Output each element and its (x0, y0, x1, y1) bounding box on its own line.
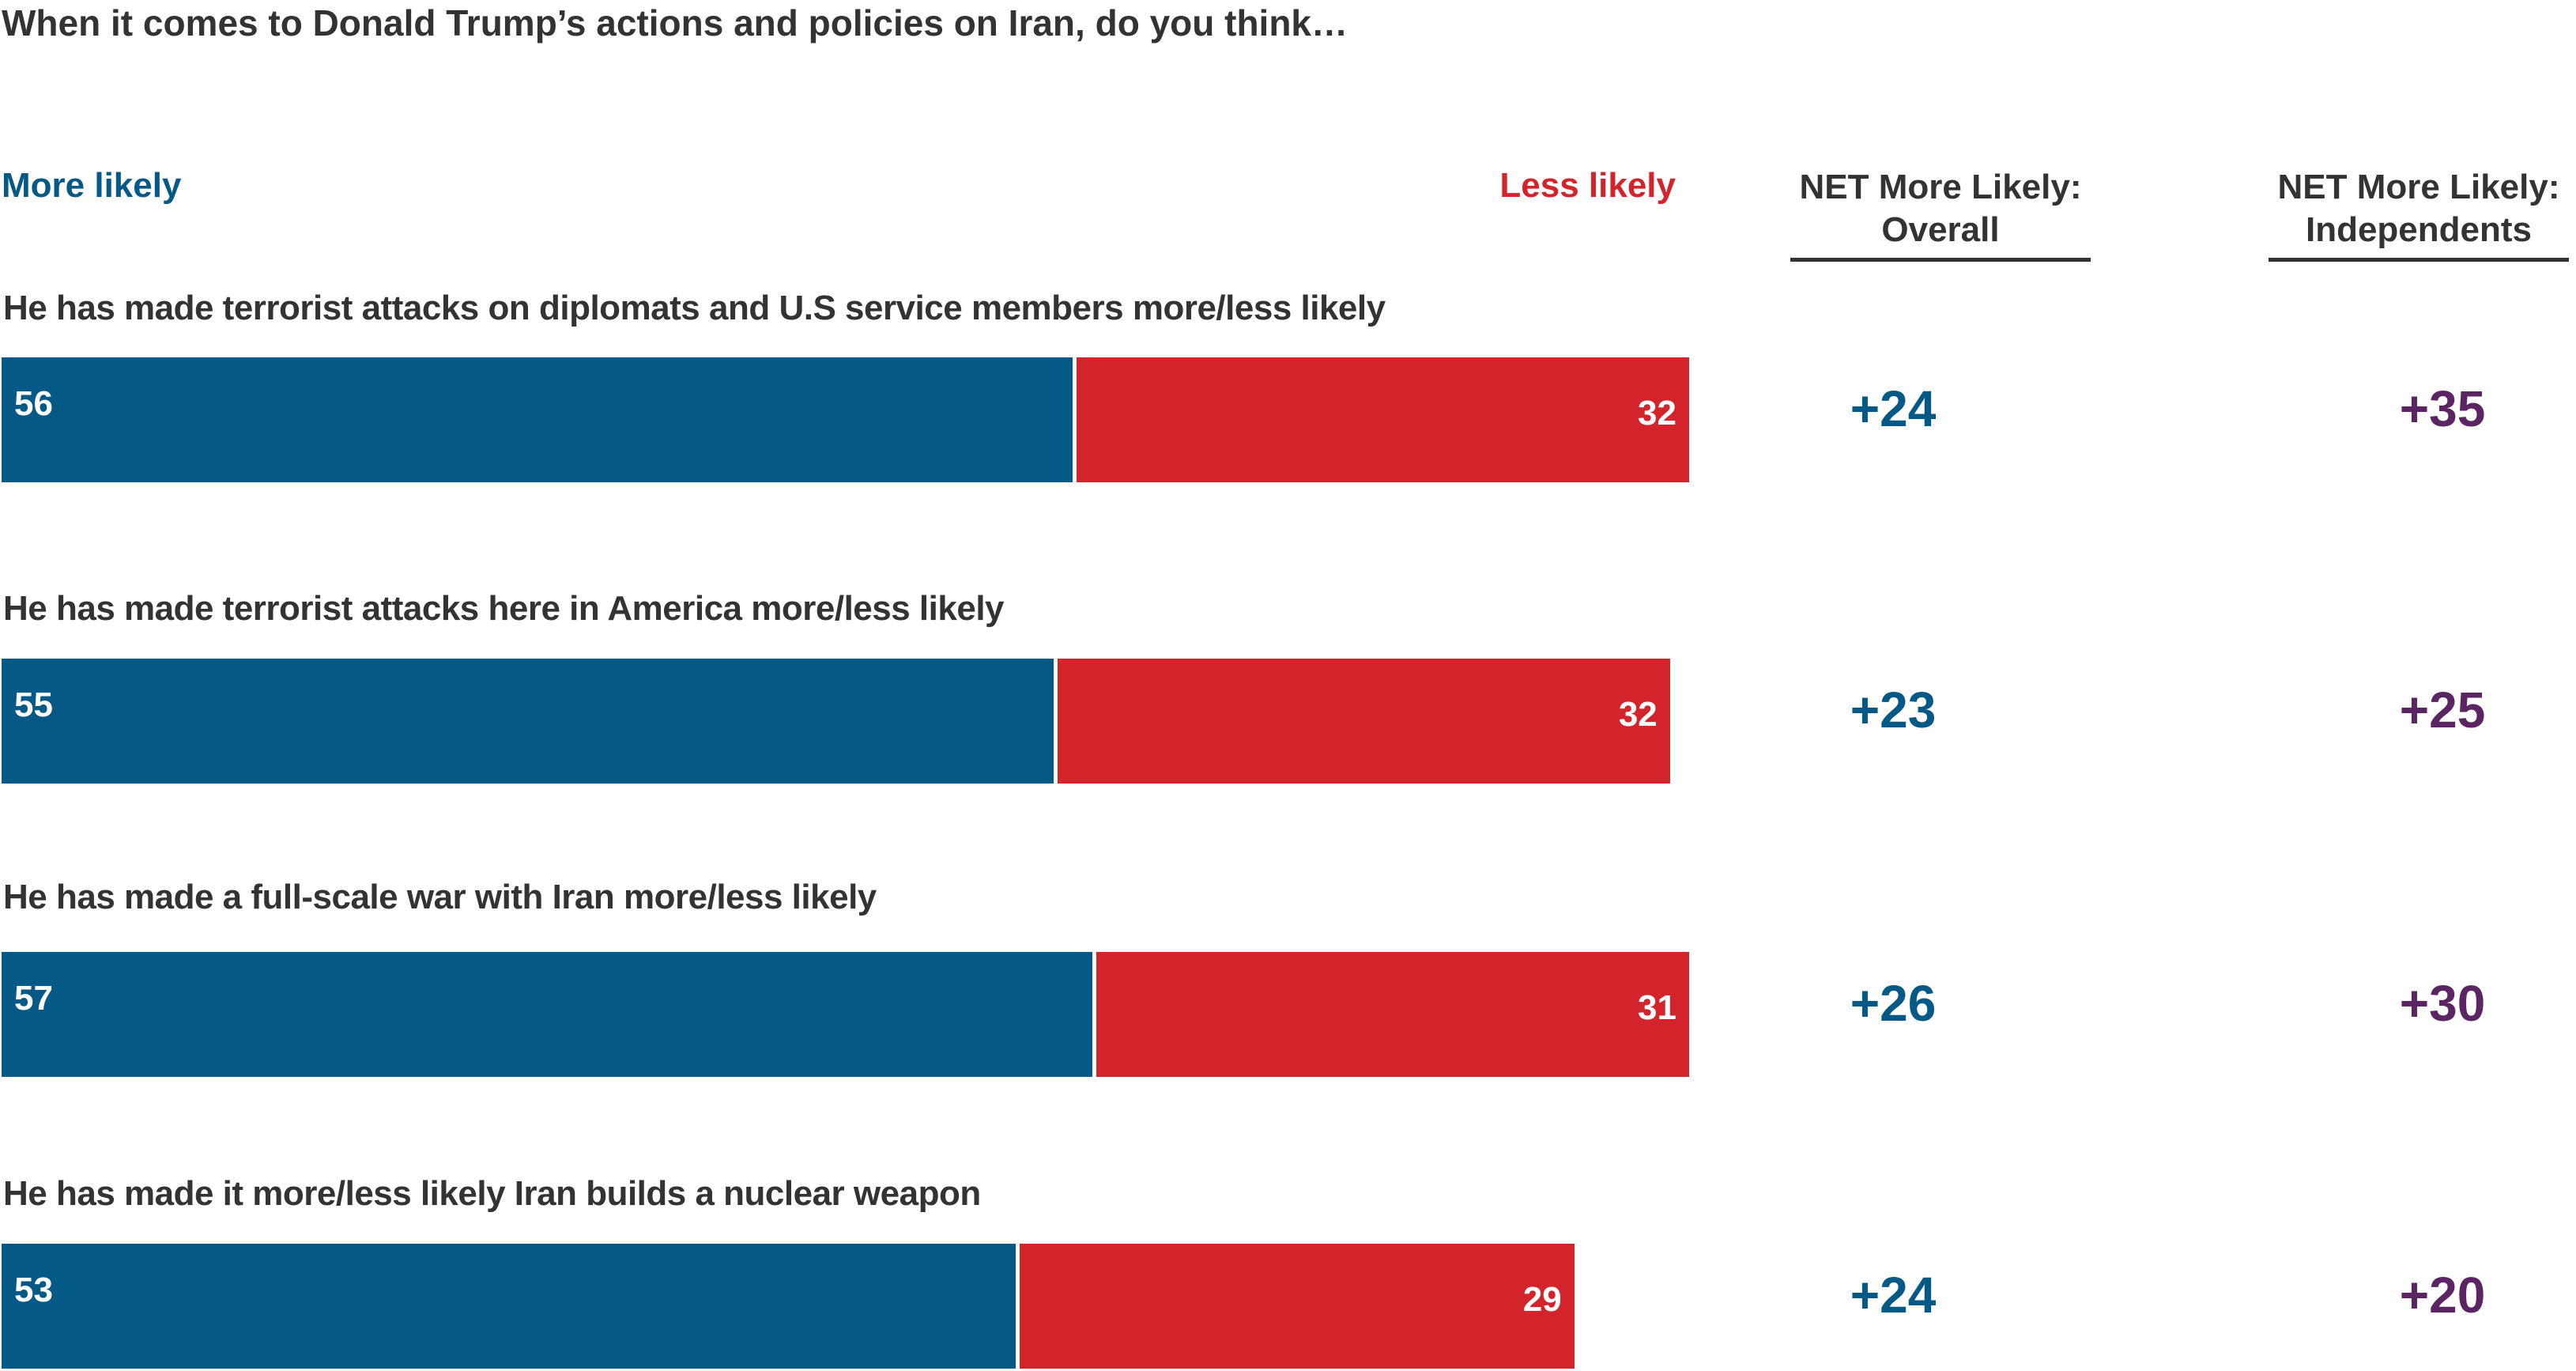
legend-less-likely: Less likely (1499, 166, 1676, 205)
column-header-line: NET More Likely: (2277, 168, 2560, 206)
row-label: He has made it more/less likely Iran bui… (3, 1174, 981, 1213)
column-header-net-independents: NET More Likely: Independents (2269, 166, 2569, 262)
net-overall-value: +26 (1850, 975, 1937, 1032)
legend-more-likely: More likely (2, 166, 182, 205)
bar-more-likely (2, 1244, 1016, 1369)
data-label-less-likely: 29 (1522, 1280, 1562, 1319)
net-independents-value: +25 (2399, 682, 2486, 738)
row-label: He has made terrorist attacks on diploma… (3, 289, 1386, 327)
net-overall-value: +24 (1850, 380, 1937, 437)
net-independents-value: +20 (2399, 1267, 2486, 1324)
net-overall-value: +24 (1850, 1267, 1937, 1324)
net-independents-value: +30 (2399, 975, 2486, 1032)
column-header-line: NET More Likely: (1799, 168, 2082, 206)
column-header-line: Independents (2305, 210, 2533, 249)
bar-less-likely (1058, 659, 1670, 784)
row-label: He has made terrorist attacks here in Am… (3, 589, 1005, 628)
bar-less-likely (1077, 357, 1689, 482)
data-label-less-likely: 31 (1638, 988, 1676, 1027)
bar-less-likely (1019, 1244, 1575, 1369)
net-independents-value: +35 (2399, 380, 2486, 437)
data-label-more-likely: 56 (14, 384, 53, 423)
data-label-more-likely: 55 (14, 686, 53, 724)
column-header-line: Overall (1881, 210, 2000, 249)
data-label-less-likely: 32 (1638, 394, 1676, 432)
net-overall-value: +23 (1850, 682, 1937, 738)
data-label-more-likely: 53 (14, 1271, 53, 1309)
bar-more-likely (2, 952, 1092, 1077)
bar-less-likely (1096, 952, 1689, 1077)
chart-title: When it comes to Donald Trump’s actions … (2, 2, 1348, 43)
data-label-less-likely: 32 (1618, 695, 1658, 734)
data-label-more-likely: 57 (14, 979, 53, 1018)
row-label: He has made a full-scale war with Iran m… (3, 878, 877, 916)
bar-more-likely (2, 659, 1054, 784)
column-header-net-overall: NET More Likely: Overall (1790, 166, 2091, 262)
bar-more-likely (2, 357, 1073, 482)
